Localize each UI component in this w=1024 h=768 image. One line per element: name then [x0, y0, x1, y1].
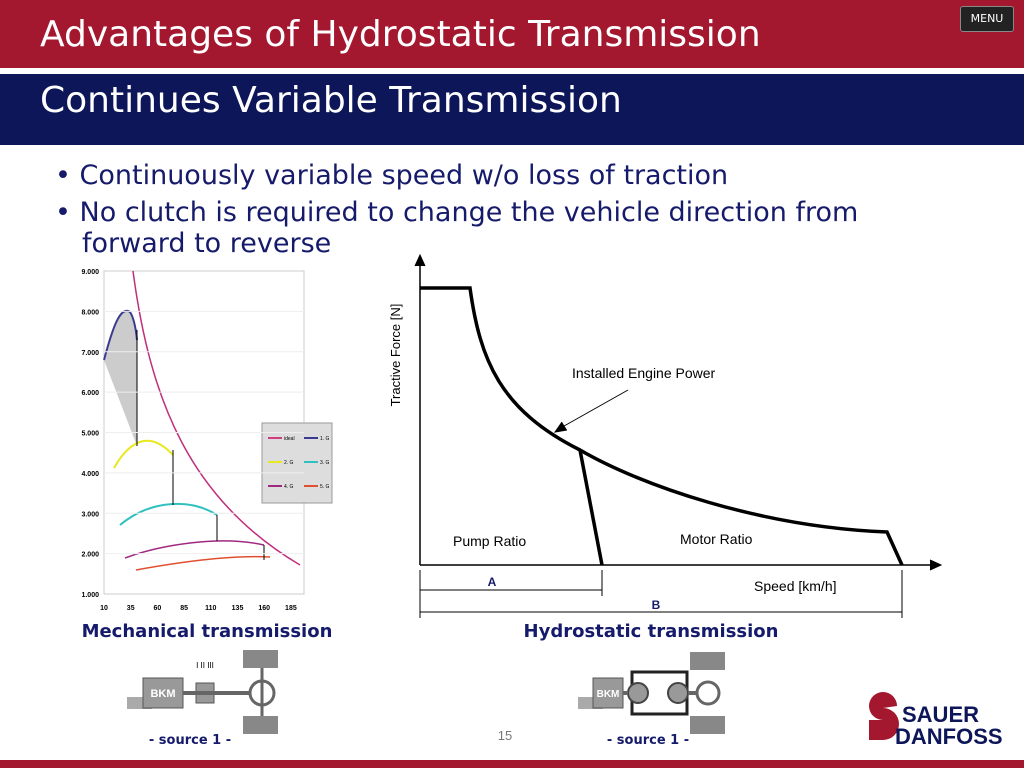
legend-label: 2. G [284, 460, 294, 466]
source: - source 1 - [149, 733, 231, 748]
subtitle-bar [0, 74, 1024, 145]
legend-label: 1. G [320, 436, 330, 442]
mechanical-chart: 9.000 8.000 7.000 6.000 5.000 4.000 3.000 2.000… [81, 269, 333, 612]
schematic-label: BKM [597, 689, 620, 700]
legend-label: ideal [284, 436, 295, 442]
x-tick-label: 85 [180, 605, 188, 612]
gear-2 [113, 439, 174, 469]
annotation: Installed Engine Power [572, 365, 716, 381]
x-tick-label: 185 [285, 605, 297, 612]
title: Advantages of Hydrostatic Transmission [40, 14, 761, 55]
y-tick-label: 5.000 [81, 431, 99, 438]
logo-text: SAUER [902, 702, 979, 727]
x-tick-label: 135 [232, 605, 244, 612]
logo-text: DANFOSS [895, 724, 1003, 749]
bullet-text: No clutch is required to change the vehi… [79, 197, 859, 259]
caption: Mechanical transmission [82, 621, 333, 642]
x-tick-label: 160 [258, 605, 270, 612]
mech-schematic [127, 650, 278, 734]
y-tick-label: 1.000 [81, 592, 99, 599]
power-curve [420, 286, 904, 566]
gear-3 [119, 502, 218, 526]
bullet-2: • No clutch is required to change the ve… [55, 197, 859, 259]
shade [104, 310, 137, 446]
logo-mark [869, 692, 899, 740]
pump-line [578, 449, 604, 566]
pump-label: Pump Ratio [453, 533, 526, 549]
legend-label: 4. G [284, 484, 294, 490]
arrowhead [553, 421, 568, 433]
range-label: B [652, 598, 661, 612]
y-tick-label: 7.000 [81, 350, 99, 357]
y-tick-label: 8.000 [81, 309, 99, 316]
y-tick-label: 9.000 [81, 269, 99, 276]
legend-label: 3. G [320, 460, 330, 466]
y-tick-label: 6.000 [81, 390, 99, 397]
title-bar [0, 0, 1024, 68]
y-tick-label: 2.000 [81, 552, 99, 559]
page-number: 15 [498, 728, 512, 743]
hydrostatic-chart [414, 253, 943, 618]
bullet-1: • Continuously variable speed w/o loss o… [55, 160, 729, 191]
x-tick-label: 10 [100, 605, 108, 612]
gear-1 [103, 309, 138, 361]
ideal-curve [132, 270, 301, 566]
y-tick-label: 4.000 [81, 471, 99, 478]
range-label: A [488, 575, 497, 589]
schematic-label: BKM [150, 688, 175, 700]
x-tick-label: 35 [127, 605, 135, 612]
subtitle: Continues Variable Transmission [40, 80, 622, 121]
arrowhead [929, 559, 943, 571]
arrowhead [414, 253, 426, 267]
menu-button[interactable]: MENU [960, 6, 1014, 32]
gear-5 [135, 555, 271, 571]
x-tick-label: 110 [205, 605, 216, 612]
x-tick-label: 60 [154, 605, 162, 612]
schematic-label: I II III [196, 661, 214, 670]
y-label: Tractive Force [N] [388, 304, 403, 407]
footer-bar [0, 760, 1024, 768]
legend-label: 5. G [320, 484, 330, 490]
caption: Hydrostatic transmission [524, 621, 779, 642]
motor-label: Motor Ratio [680, 531, 753, 547]
source: - source 1 - [607, 733, 689, 748]
y-tick-label: 3.000 [81, 511, 99, 518]
hydro-schematic [578, 652, 725, 734]
bullet-text: Continuously variable speed w/o loss of … [79, 160, 729, 191]
pointer [556, 389, 629, 431]
x-label: Speed [km/h] [754, 578, 837, 594]
